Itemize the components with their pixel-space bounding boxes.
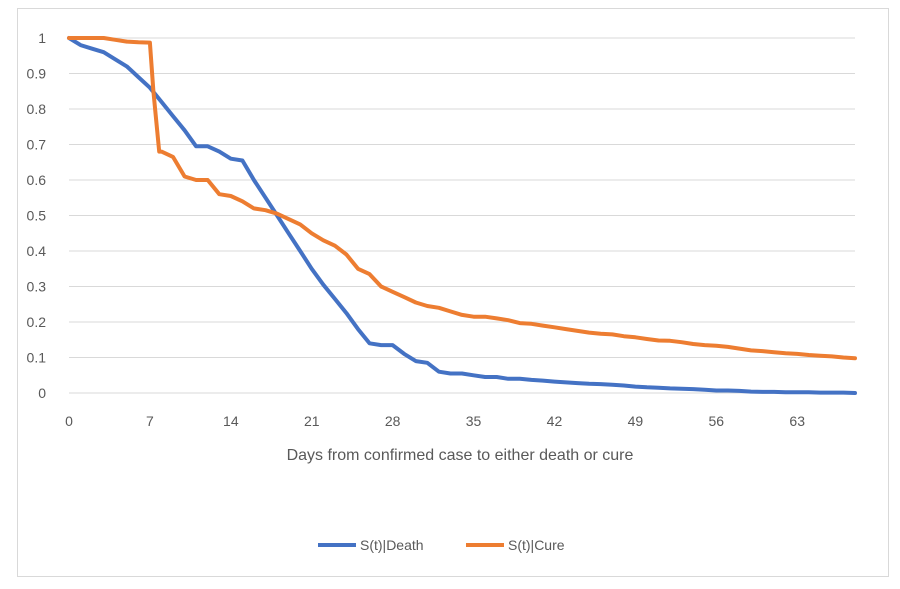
x-axis-ticks: 0 7 14 21 28 35 42 49 56 63 bbox=[65, 413, 805, 429]
y-tick-label: 0.2 bbox=[27, 314, 47, 330]
y-tick-label: 0.7 bbox=[27, 137, 47, 153]
x-tick-label: 35 bbox=[466, 413, 482, 429]
x-tick-label: 42 bbox=[547, 413, 563, 429]
y-tick-label: 0.4 bbox=[27, 243, 47, 259]
y-tick-label: 0.9 bbox=[27, 66, 47, 82]
x-tick-label: 0 bbox=[65, 413, 73, 429]
legend: S(t)|Death S(t)|Cure bbox=[318, 537, 565, 553]
series-lines bbox=[67, 36, 857, 395]
legend-label: S(t)|Death bbox=[360, 537, 424, 553]
y-tick-label: 0.5 bbox=[27, 208, 47, 224]
series-line-2 bbox=[67, 36, 857, 361]
legend-label: S(t)|Cure bbox=[508, 537, 565, 553]
x-tick-label: 14 bbox=[223, 413, 239, 429]
series-line-1 bbox=[67, 36, 857, 395]
x-tick-label: 28 bbox=[385, 413, 401, 429]
x-tick-label: 63 bbox=[789, 413, 805, 429]
x-axis-title: Days from confirmed case to either death… bbox=[287, 447, 634, 464]
y-tick-label: 0.6 bbox=[27, 172, 47, 188]
x-tick-label: 49 bbox=[628, 413, 644, 429]
y-tick-label: 1 bbox=[38, 30, 46, 46]
y-tick-label: 0.3 bbox=[27, 279, 47, 295]
chart-border bbox=[17, 8, 889, 577]
y-axis-ticks: 0 0.1 0.2 0.3 0.4 0.5 0.6 0.7 0.8 0.9 1 bbox=[27, 30, 47, 401]
y-tick-label: 0.8 bbox=[27, 101, 47, 117]
x-tick-label: 21 bbox=[304, 413, 320, 429]
x-tick-label: 56 bbox=[709, 413, 725, 429]
y-tick-label: 0.1 bbox=[27, 350, 47, 366]
x-tick-label: 7 bbox=[146, 413, 154, 429]
y-tick-label: 0 bbox=[38, 385, 46, 401]
